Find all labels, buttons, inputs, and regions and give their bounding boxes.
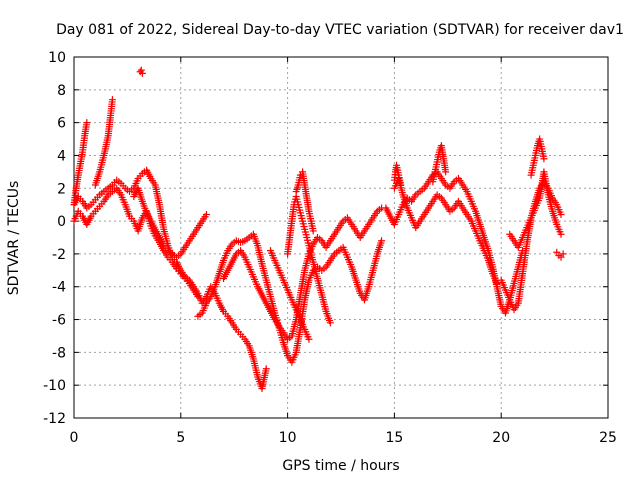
y-tick-label: 0	[57, 214, 66, 230]
data-point	[559, 250, 567, 258]
y-tick-label: 6	[57, 116, 66, 132]
y-tick-label: -6	[52, 313, 66, 329]
y-axis-label: SDTVAR / TECUs	[6, 181, 22, 296]
gridlines	[74, 57, 608, 418]
y-tick-label: 4	[57, 148, 66, 164]
data-point	[557, 211, 565, 219]
y-tick-label: 2	[57, 181, 66, 197]
data-point	[557, 230, 565, 238]
data-point	[108, 96, 116, 104]
axis-ticks: 0 5 10 15 20 25 -12 -10 -8 -6 -4 -2 0 2 4 6 8 10	[43, 50, 617, 446]
x-tick-label: 10	[279, 430, 297, 446]
data-point	[262, 365, 270, 373]
y-tick-label: -8	[52, 345, 66, 361]
data-point	[202, 211, 210, 219]
data-marks	[70, 66, 567, 392]
x-tick-label: 5	[176, 430, 185, 446]
y-tick-label: -2	[52, 247, 66, 263]
x-tick-label: 0	[70, 430, 79, 446]
plot-frame	[73, 56, 609, 419]
x-tick-label: 20	[492, 430, 510, 446]
data-point	[309, 227, 317, 235]
y-tick-label: 8	[57, 83, 66, 99]
data-point	[540, 155, 548, 163]
data-point	[442, 168, 450, 176]
data-point	[378, 237, 386, 245]
y-tick-label: -10	[43, 378, 66, 394]
data-point	[83, 119, 91, 127]
data-point	[493, 279, 501, 287]
x-tick-label: 25	[599, 430, 617, 446]
y-tick-label: 10	[48, 50, 66, 66]
data-point	[137, 66, 145, 74]
chart-title: Day 081 of 2022, Sidereal Day-to-day VTE…	[56, 22, 624, 38]
data-point	[326, 319, 334, 327]
data-point	[397, 181, 405, 189]
y-tick-label: -12	[43, 411, 66, 427]
data-point	[138, 69, 146, 77]
x-axis-label: GPS time / hours	[282, 458, 399, 474]
y-tick-label: -4	[52, 280, 66, 296]
data-point	[305, 335, 313, 343]
data-point	[194, 293, 202, 301]
x-tick-label: 15	[385, 430, 403, 446]
